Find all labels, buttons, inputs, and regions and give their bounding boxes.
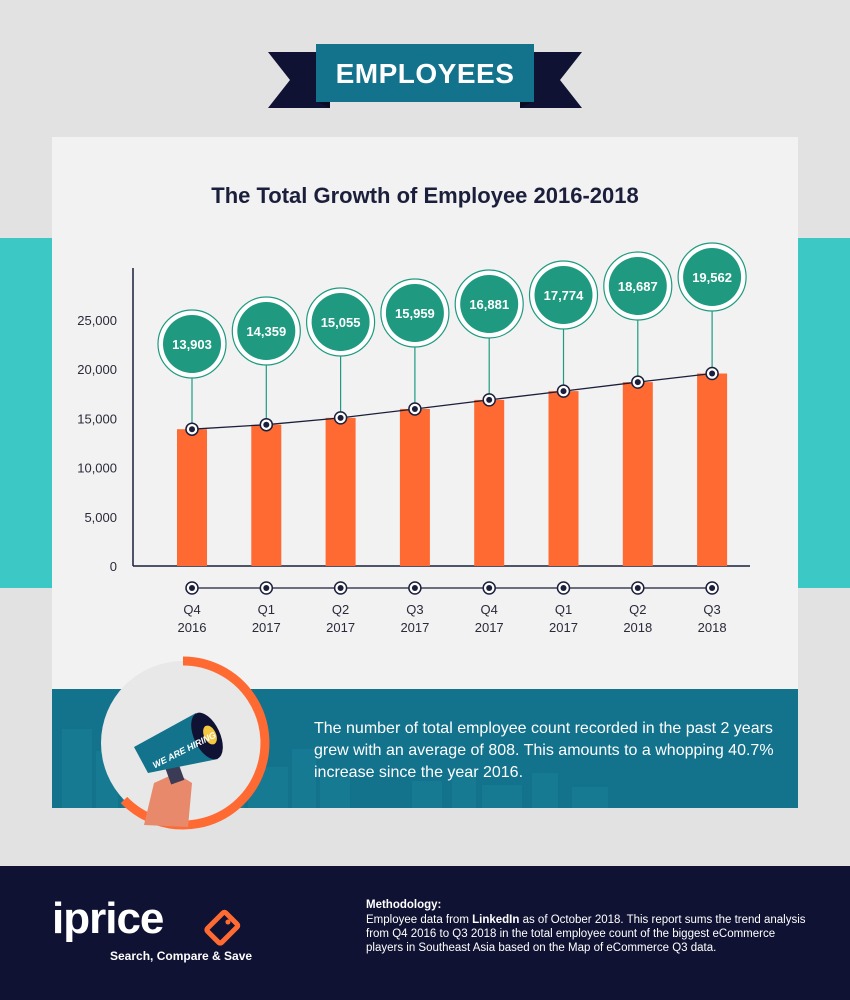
price-tag-icon — [204, 909, 241, 946]
x-tick-year: 2017 — [549, 620, 578, 635]
x-tick-quarter: Q4 — [183, 602, 200, 617]
data-label: 19,562 — [692, 270, 732, 285]
footer — [0, 866, 850, 1000]
line-point-dot — [560, 388, 567, 395]
methodology-source: LinkedIn — [472, 914, 520, 926]
bar — [251, 424, 282, 566]
value-bubble — [385, 284, 444, 342]
value-bubble — [683, 248, 742, 306]
x-tick-year: 2017 — [475, 620, 504, 635]
bar — [622, 382, 653, 566]
category-marker-dot — [263, 585, 270, 591]
line-point-dot — [634, 379, 641, 386]
y-tick-label: 20,000 — [77, 362, 117, 377]
value-bubble — [237, 302, 296, 360]
value-bubble — [460, 275, 519, 333]
x-tick-quarter: Q3 — [406, 602, 423, 617]
bar — [325, 417, 356, 566]
value-bubble — [608, 257, 667, 315]
x-tick-year: 2017 — [252, 620, 281, 635]
data-label: 18,687 — [618, 279, 658, 294]
value-bubble — [163, 315, 221, 373]
y-tick-label: 15,000 — [77, 411, 117, 426]
x-tick-quarter: Q2 — [332, 602, 349, 617]
data-label: 13,903 — [172, 337, 212, 352]
x-tick-quarter: Q3 — [703, 602, 720, 617]
value-bubble — [534, 266, 593, 324]
x-tick-quarter: Q1 — [555, 602, 572, 617]
page-title: EMPLOYEES — [335, 57, 515, 89]
category-marker-dot — [411, 585, 418, 591]
brand-logo: iprice — [52, 894, 164, 943]
chart-title: The Total Growth of Employee 2016-2018 — [211, 183, 639, 208]
line-point-dot — [263, 421, 270, 428]
employee-growth-chart: 0 5,000 10,000 15,000 20,000 25,000 13,903 14,… — [77, 242, 750, 635]
line-point-dot — [486, 396, 493, 403]
bar — [697, 373, 728, 566]
hiring-illustration: WE ARE HIRING — [101, 656, 270, 830]
y-tick-label: 25,000 — [77, 313, 117, 328]
data-label: 15,055 — [321, 315, 361, 330]
bar — [548, 391, 579, 566]
methodology-heading: Methodology: — [366, 899, 442, 911]
x-tick-year: 2018 — [698, 620, 727, 635]
x-tick-quarter: Q4 — [481, 602, 498, 617]
x-tick-quarter: Q1 — [258, 602, 275, 617]
x-tick-year: 2017 — [400, 620, 429, 635]
title-ribbon — [268, 44, 582, 108]
x-tick-year: 2017 — [326, 620, 355, 635]
trend-line — [191, 372, 713, 430]
category-marker-dot — [634, 585, 641, 591]
data-label: 14,359 — [246, 324, 286, 339]
bar — [177, 429, 207, 566]
line-point-dot — [189, 426, 195, 433]
category-marker-dot — [486, 585, 493, 591]
x-tick-quarter: Q2 — [629, 602, 646, 617]
line-point-dot — [411, 405, 418, 412]
value-bubble — [311, 293, 370, 351]
category-marker-dot — [189, 585, 195, 591]
data-label: 17,774 — [544, 288, 585, 303]
category-marker-dot — [560, 585, 567, 591]
hand-icon — [144, 773, 192, 827]
data-label: 15,959 — [395, 306, 435, 321]
x-tick-year: 2018 — [623, 620, 652, 635]
line-point-dot — [709, 370, 716, 377]
methodology-text: Employee data from LinkedIn as of Octobe… — [366, 914, 806, 954]
ribbon-left-tail — [268, 52, 330, 108]
y-tick-label: 0 — [110, 559, 117, 574]
summary-text: The number of total employee count recor… — [314, 720, 774, 781]
y-tick-label: 10,000 — [77, 461, 117, 476]
ribbon-center — [316, 44, 534, 102]
y-tick-label: 5,000 — [84, 510, 117, 525]
category-marker-dot — [709, 585, 716, 591]
x-tick-year: 2016 — [178, 620, 207, 635]
bar — [399, 408, 430, 566]
line-point-dot — [337, 414, 344, 421]
category-marker-dot — [337, 585, 344, 591]
ribbon-right-tail — [520, 52, 582, 108]
data-label: 16,881 — [469, 297, 509, 312]
bar — [474, 399, 505, 566]
brand-tagline: Search, Compare & Save — [110, 949, 253, 963]
